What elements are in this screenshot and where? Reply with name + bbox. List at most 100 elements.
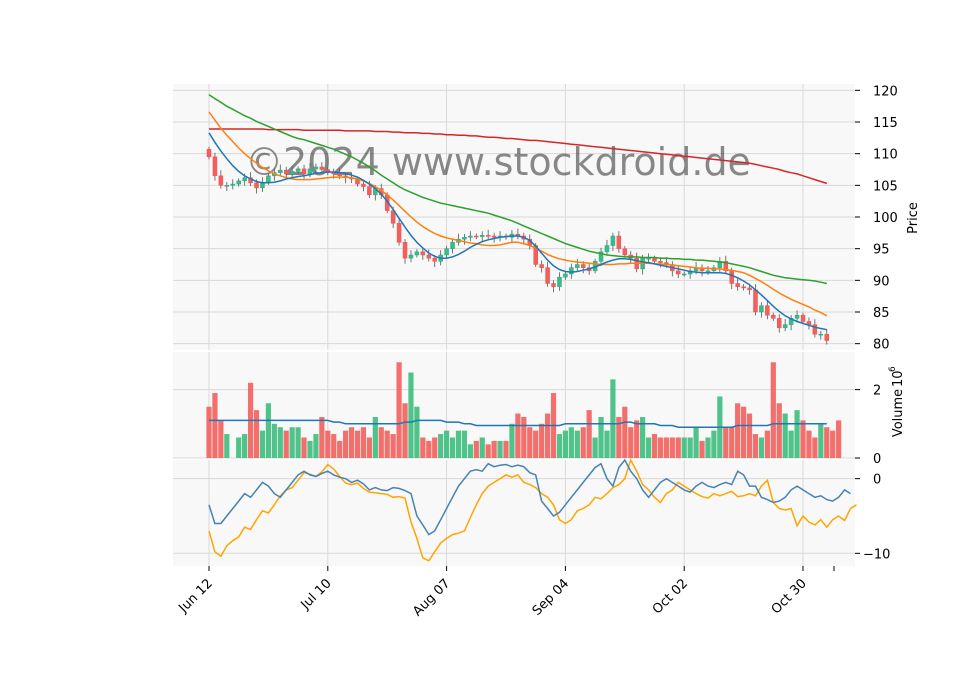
candle (569, 267, 574, 275)
volume-tick-label: 2 (873, 384, 881, 399)
candle (545, 267, 550, 284)
volume-bar (699, 440, 705, 458)
volume-bar (366, 437, 372, 458)
price-axis-label: Price (906, 202, 921, 234)
candle (818, 333, 824, 336)
candle (622, 248, 628, 256)
candle (646, 257, 651, 260)
volume-bar (592, 437, 598, 458)
volume-bar (723, 427, 729, 458)
candle (652, 257, 657, 262)
candle (444, 248, 449, 256)
candle (367, 186, 372, 196)
ma-mid-line (208, 111, 828, 317)
candle (658, 261, 663, 263)
volume-bar (598, 416, 604, 458)
osc-tick-label: −10 (863, 547, 890, 562)
volume-bar (711, 430, 717, 458)
candle (307, 168, 313, 175)
candle (812, 324, 818, 335)
candle (771, 314, 776, 319)
candle (479, 235, 485, 237)
volume-bar (473, 440, 479, 458)
volume-bar (461, 430, 468, 458)
candle (402, 242, 408, 259)
candle (283, 169, 289, 175)
x-tick-label: Jul 10 (298, 576, 335, 613)
panel-bg-2 (173, 460, 855, 566)
candle (319, 166, 325, 170)
volume-bar (319, 416, 325, 458)
volume-bar (687, 437, 693, 458)
volume-bar (283, 430, 289, 458)
candle (491, 235, 497, 238)
candle (414, 251, 420, 256)
candle (723, 261, 729, 272)
candle (212, 156, 218, 177)
volume-bar (242, 434, 248, 458)
volume-bar (307, 440, 313, 458)
x-tick-label: Sep 04 (530, 576, 573, 619)
volume-bar (824, 427, 830, 458)
candle (563, 273, 568, 278)
volume-bar (812, 437, 818, 458)
volume-bar (580, 427, 586, 458)
volume-bar (663, 437, 669, 458)
volume-bar (331, 434, 337, 458)
candle (485, 235, 491, 237)
candle (776, 318, 782, 329)
candle (450, 242, 455, 249)
candle (266, 175, 271, 183)
volume-tick-label: 0 (873, 452, 881, 467)
osc-blue-line (208, 458, 851, 536)
candle (604, 245, 610, 253)
volume-bar (420, 437, 426, 458)
candle (610, 235, 616, 246)
volume-bar (527, 427, 533, 458)
candle (420, 251, 426, 256)
volume-bar (491, 440, 497, 458)
volume-bar (348, 427, 355, 458)
candle (426, 254, 432, 259)
volume-bar (218, 420, 224, 458)
volume-bar (794, 410, 800, 458)
osc-tick-label: 0 (873, 473, 881, 488)
volume-axis-label-pow: 6 (888, 366, 898, 372)
volume-bar (735, 403, 741, 458)
volume-bar (295, 427, 301, 458)
x-tick-label: Oct 02 (650, 576, 691, 617)
volume-axis-label: Volume 10 6 (888, 366, 906, 437)
volume-bar (325, 430, 331, 458)
price-tick-label: 110 (873, 148, 898, 163)
volume-bar (758, 437, 765, 458)
volume-bar (455, 430, 462, 458)
candle (676, 270, 681, 275)
volume-bar (259, 430, 266, 458)
volume-bar (301, 437, 307, 458)
price-tick-label: 95 (873, 243, 890, 258)
volume-bar (313, 434, 319, 458)
volume-bar (818, 423, 824, 458)
volume-bar (503, 440, 509, 458)
volume-bar (271, 423, 277, 458)
candle (759, 305, 764, 313)
ma-200-line (209, 128, 828, 185)
candle (396, 223, 402, 243)
volume-bar (729, 427, 735, 458)
candle (236, 180, 241, 185)
candle (432, 257, 437, 262)
volume-bar (521, 416, 527, 458)
volume-axis-label-text: Volume (891, 389, 906, 437)
volume-ma-line (209, 419, 827, 428)
volume-bar (752, 434, 759, 458)
volume-bar (764, 430, 770, 458)
candle (206, 148, 212, 158)
candle (741, 286, 746, 289)
volume-bar (479, 437, 485, 458)
volume-bar (770, 362, 776, 458)
volume-bar (604, 430, 610, 458)
candle (230, 183, 236, 186)
volume-bar (343, 430, 349, 458)
volume-bar (800, 420, 806, 458)
volume-bar (544, 413, 551, 458)
